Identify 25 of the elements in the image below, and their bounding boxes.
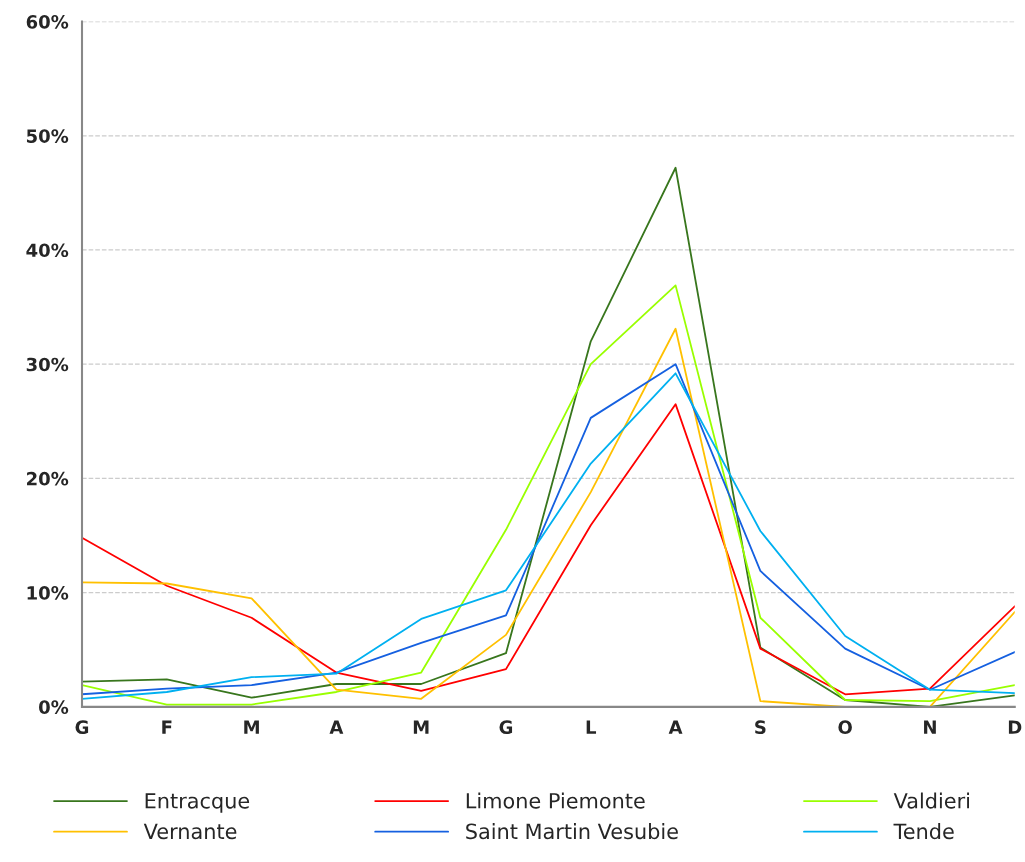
- x-tick-label: M: [413, 720, 429, 734]
- x-tick-label: N: [924, 720, 936, 734]
- y-tick-label: 10%: [27, 586, 69, 600]
- x-tick-label: F: [162, 720, 172, 734]
- y-tick-label: 60%: [26, 15, 69, 29]
- legend-label: Entracque: [145, 793, 250, 813]
- y-tick-label: 0%: [39, 700, 69, 714]
- x-tick-label: A: [668, 720, 683, 734]
- x-tick-label: M: [244, 720, 259, 734]
- legend-label: Valdieri: [893, 792, 969, 809]
- y-tick-label: 40%: [26, 243, 69, 258]
- legend-label: Vernante: [143, 823, 237, 840]
- x-tick-label: L: [586, 720, 597, 734]
- x-tick-label: A: [329, 720, 344, 734]
- legend-label: Tende: [893, 823, 954, 840]
- y-tick-label: 50%: [26, 129, 69, 143]
- y-tick-label: 30%: [26, 357, 69, 372]
- x-tick-label: D: [1008, 720, 1022, 734]
- x-tick-label: G: [75, 720, 89, 735]
- legend-label: Limone Piemonte: [466, 792, 645, 809]
- y-tick-label: 20%: [27, 471, 69, 486]
- x-tick-label: G: [499, 720, 513, 735]
- x-tick-label: S: [755, 720, 766, 735]
- x-tick-label: O: [838, 720, 852, 735]
- legend-label: Saint Martin Vesubie: [466, 823, 678, 840]
